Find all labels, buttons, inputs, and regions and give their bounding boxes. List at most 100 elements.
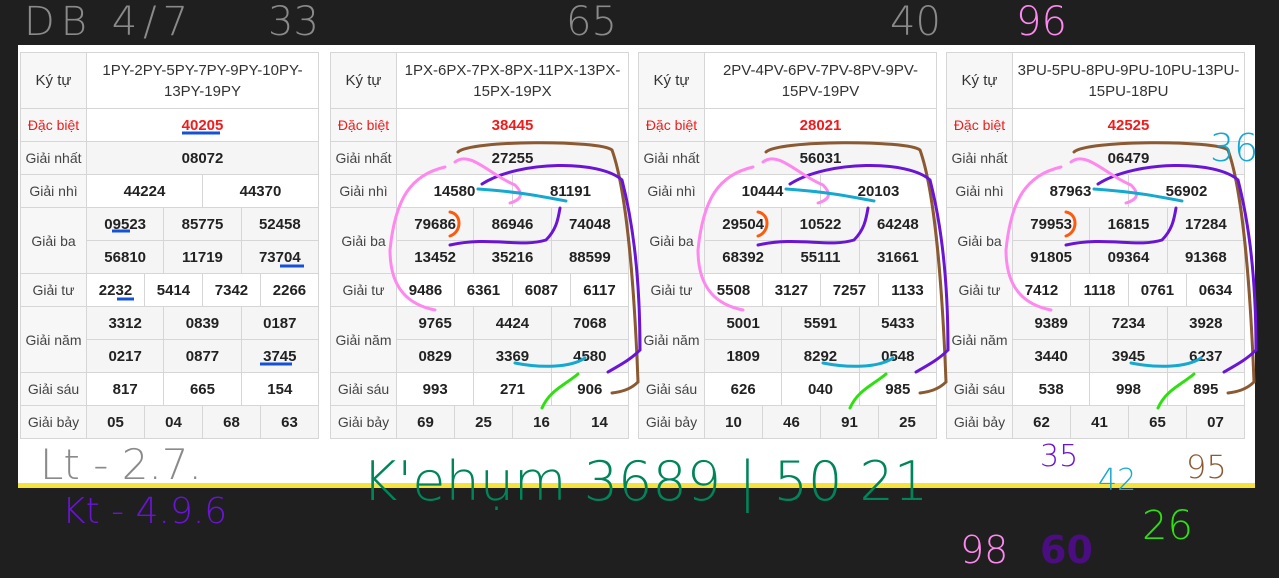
giai-bay-value: 04	[143, 405, 203, 439]
ky-tu-value: 1PY-2PY-5PY-7PY-9PY-10PY-13PY-19PY	[86, 52, 319, 109]
giai-ba-value: 91368	[1166, 240, 1246, 274]
giai-tu-value: 0761	[1127, 273, 1187, 307]
giai-nam-value: 9765	[395, 306, 475, 340]
giai-bay-label: Giải bảy	[20, 405, 87, 439]
giai-bay-value: 65	[1127, 405, 1187, 439]
ink-stroke	[1004, 165, 1063, 312]
giai-ba-value: 13452	[395, 240, 475, 274]
giai-bay-label: Giải bảy	[638, 405, 705, 439]
giai-sau-value: 040	[781, 372, 860, 406]
ink-stroke	[480, 163, 642, 374]
table-row: Giải bảy 05 04 68 63	[20, 405, 320, 439]
giai-tu-value: 2232	[86, 273, 145, 307]
giai-tu-value: 9486	[396, 273, 455, 307]
giai-sau-value: 985	[858, 372, 938, 406]
giai-ba-value: 73704	[240, 240, 320, 274]
dac-biet-label: Đặc biệt	[20, 108, 87, 142]
note-35: 35	[1040, 439, 1079, 474]
giai-ba-value: 16815	[1089, 207, 1168, 241]
ink-stroke	[1072, 141, 1256, 395]
table-row: 91805 09364 91368	[947, 240, 1246, 274]
dac-biet-value: 40205	[86, 108, 319, 142]
ink-stroke	[1064, 206, 1178, 247]
table-row: Giải tư 7412 1118 0761 0634	[946, 273, 1246, 307]
giai-ba-value: 29504	[703, 207, 783, 241]
table-row: 3440 3945 6237	[947, 339, 1246, 373]
note-98: 98	[960, 528, 1009, 572]
giai-nam-value: 3369	[473, 339, 552, 373]
giai-bay-value: 16	[511, 405, 571, 439]
giai-nam-value: 5433	[858, 306, 938, 340]
giai-nam-value: 0839	[163, 306, 242, 340]
giai-ba-label: Giải ba	[946, 207, 1013, 274]
giai-nhi-value: 44224	[86, 174, 203, 208]
giai-ba-value: 55111	[781, 240, 860, 274]
giai-nhat-label: Giải nhất	[638, 141, 705, 175]
table-row: Giải ba 79686 86946 74048	[330, 207, 630, 274]
giai-bay-value: 62	[1012, 405, 1071, 439]
giai-nhi-label: Giải nhì	[946, 174, 1013, 208]
giai-ba-value: 35216	[473, 240, 552, 274]
table-row: Đặc biệt 28021	[638, 108, 937, 142]
giai-bay-value: 69	[396, 405, 455, 439]
ink-stroke	[1064, 210, 1077, 238]
giai-ba-value: 64248	[858, 207, 938, 241]
giai-ba-value: 56810	[85, 240, 165, 274]
giai-nam-value: 3928	[1166, 306, 1246, 340]
giai-nhi-label: Giải nhì	[20, 174, 87, 208]
giai-tu-value: 2266	[259, 273, 320, 307]
giai-ba-value: 31661	[858, 240, 938, 274]
giai-sau-label: Giải sáu	[946, 372, 1013, 406]
ink-stroke	[848, 372, 888, 410]
giai-ba-value: 79953	[1011, 207, 1091, 241]
giai-nhi-label: Giải nhì	[638, 174, 705, 208]
ky-tu-value: 2PV-4PV-6PV-7PV-8PV-9PV-15PV-19PV	[704, 52, 937, 109]
giai-ba-value: 86946	[473, 207, 552, 241]
table-row: Giải sáu 993 271 906	[330, 372, 630, 406]
giai-sau-value: 817	[85, 372, 165, 406]
ink-stroke	[456, 141, 640, 395]
giai-ba-value: 09523	[85, 207, 165, 241]
giai-ba-value: 11719	[163, 240, 242, 274]
giai-nam-value: 5591	[781, 306, 860, 340]
table-row: Giải năm 9765 4424 7068	[330, 306, 630, 373]
ink-stroke	[784, 187, 876, 203]
giai-nam-value: 5001	[703, 306, 783, 340]
table-row: Giải sáu 626 040 985	[638, 372, 938, 406]
giai-bay-value: 07	[1185, 405, 1246, 439]
dac-biet-value: 38445	[396, 108, 629, 142]
giai-nhi-value: 81191	[511, 174, 630, 208]
table-row: Giải năm 5001 5591 5433	[638, 306, 938, 373]
giai-sau-label: Giải sáu	[330, 372, 397, 406]
note-33: 33	[268, 0, 319, 45]
ink-stroke	[513, 356, 587, 368]
note-40: 40	[890, 0, 941, 45]
giai-tu-value: 5508	[704, 273, 763, 307]
ky-tu-label: Ký tự	[20, 52, 87, 109]
table-row: Giải bảy 10 46 91 25	[638, 405, 938, 439]
giai-bay-label: Giải bảy	[330, 405, 397, 439]
lottery-table: Ký tự 3PU-5PU-8PU-9PU-10PU-13PU-15PU-18PU…	[946, 52, 1246, 439]
ink-stroke	[1129, 356, 1203, 368]
table-row: 0217 0877 3745	[21, 339, 320, 373]
giai-ba-value: 10522	[781, 207, 860, 241]
note-36: 36	[1210, 126, 1259, 170]
giai-bay-value: 10	[704, 405, 763, 439]
table-row: Giải ba 29504 10522 64248	[638, 207, 938, 274]
ink-stroke	[761, 157, 830, 205]
table-row: Giải bảy 69 25 16 14	[330, 405, 630, 439]
ink-stroke	[1069, 157, 1138, 205]
note-95: 95	[1186, 448, 1227, 486]
ky-tu-value: 3PU-5PU-8PU-9PU-10PU-13PU-15PU-18PU	[1012, 52, 1245, 109]
table-row: Giải sáu 817 665 154	[20, 372, 320, 406]
table-row: Giải bảy 62 41 65 07	[946, 405, 1246, 439]
giai-nhat-label: Giải nhất	[946, 141, 1013, 175]
note-kt: Kt - 4.9.6	[62, 491, 228, 532]
table-row: Giải ba 79953 16815 17284	[946, 207, 1246, 274]
giai-tu-value: 7257	[819, 273, 879, 307]
note-main: K'ehụm 3689 | 50 21	[362, 450, 929, 513]
giai-nhi-value: 87963	[1012, 174, 1129, 208]
giai-ba-label: Giải ba	[20, 207, 87, 274]
giai-tu-value: 6361	[453, 273, 513, 307]
